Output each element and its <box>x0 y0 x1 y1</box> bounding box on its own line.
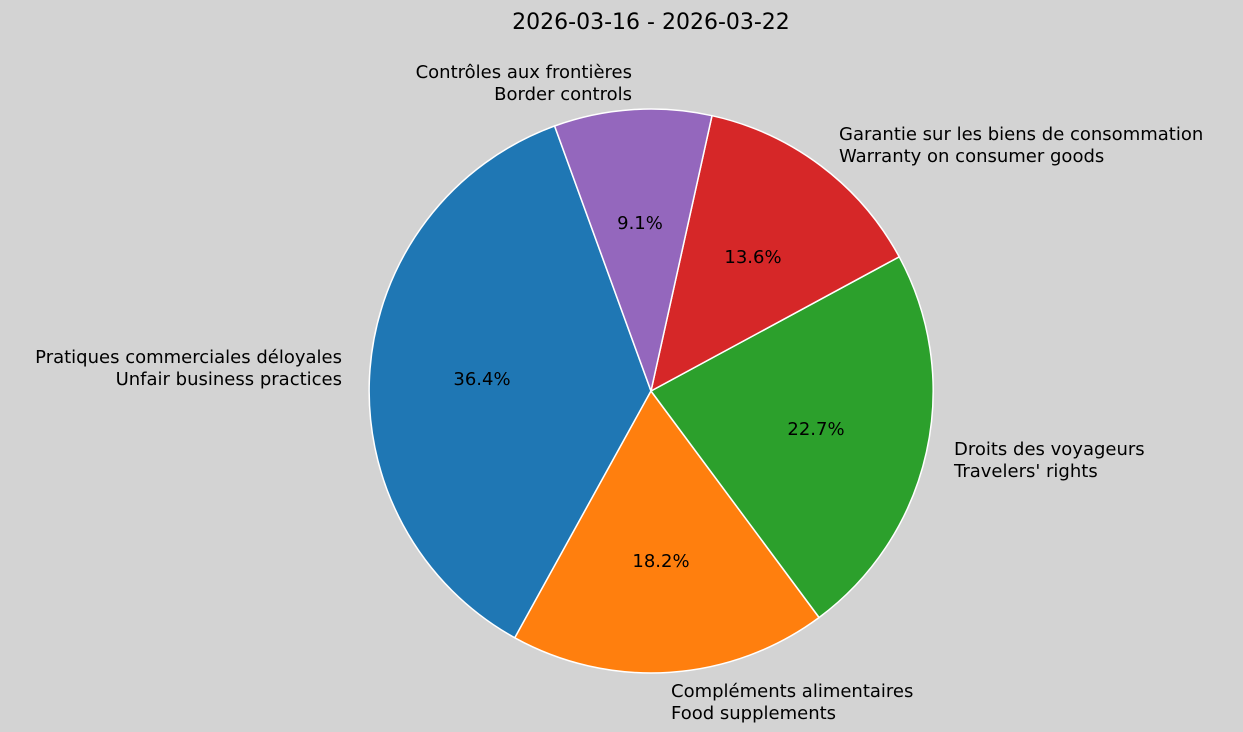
chart-title: 2026-03-16 - 2026-03-22 <box>512 10 790 35</box>
label-fr: Garantie sur les biens de consommation <box>839 124 1203 145</box>
label-en: Travelers' rights <box>953 461 1098 482</box>
category-label-border: Contrôles aux frontières Border controls <box>416 62 632 105</box>
pct-label-warranty: 13.6% <box>724 247 781 268</box>
wedge-travelers-rights <box>650 256 934 619</box>
label-en: Unfair business practices <box>116 369 342 390</box>
label-fr: Contrôles aux frontières <box>416 62 632 83</box>
category-label-warranty: Garantie sur les biens de consommation W… <box>839 124 1203 167</box>
label-fr: Pratiques commerciales déloyales <box>35 347 342 368</box>
category-label-food: Compléments alimentaires Food supplement… <box>671 681 913 724</box>
pie-wedges <box>368 108 934 674</box>
label-en: Food supplements <box>671 703 836 724</box>
wedge-border-controls <box>553 108 713 392</box>
label-en: Border controls <box>494 84 632 105</box>
pct-label-border: 9.1% <box>617 213 663 234</box>
wedge-unfair-business-practices <box>368 125 652 639</box>
wedge-food-supplements <box>514 390 820 674</box>
label-fr: Droits des voyageurs <box>954 439 1145 460</box>
category-label-unfair: Pratiques commerciales déloyales Unfair … <box>35 347 342 390</box>
pct-label-food: 18.2% <box>632 551 689 572</box>
category-label-travelers: Droits des voyageurs Travelers' rights <box>953 439 1145 482</box>
label-fr: Compléments alimentaires <box>671 681 913 702</box>
pct-label-unfair: 36.4% <box>453 369 510 390</box>
label-en: Warranty on consumer goods <box>839 146 1104 167</box>
pct-label-travelers: 22.7% <box>787 419 844 440</box>
wedge-warranty-consumer-goods <box>650 114 900 392</box>
